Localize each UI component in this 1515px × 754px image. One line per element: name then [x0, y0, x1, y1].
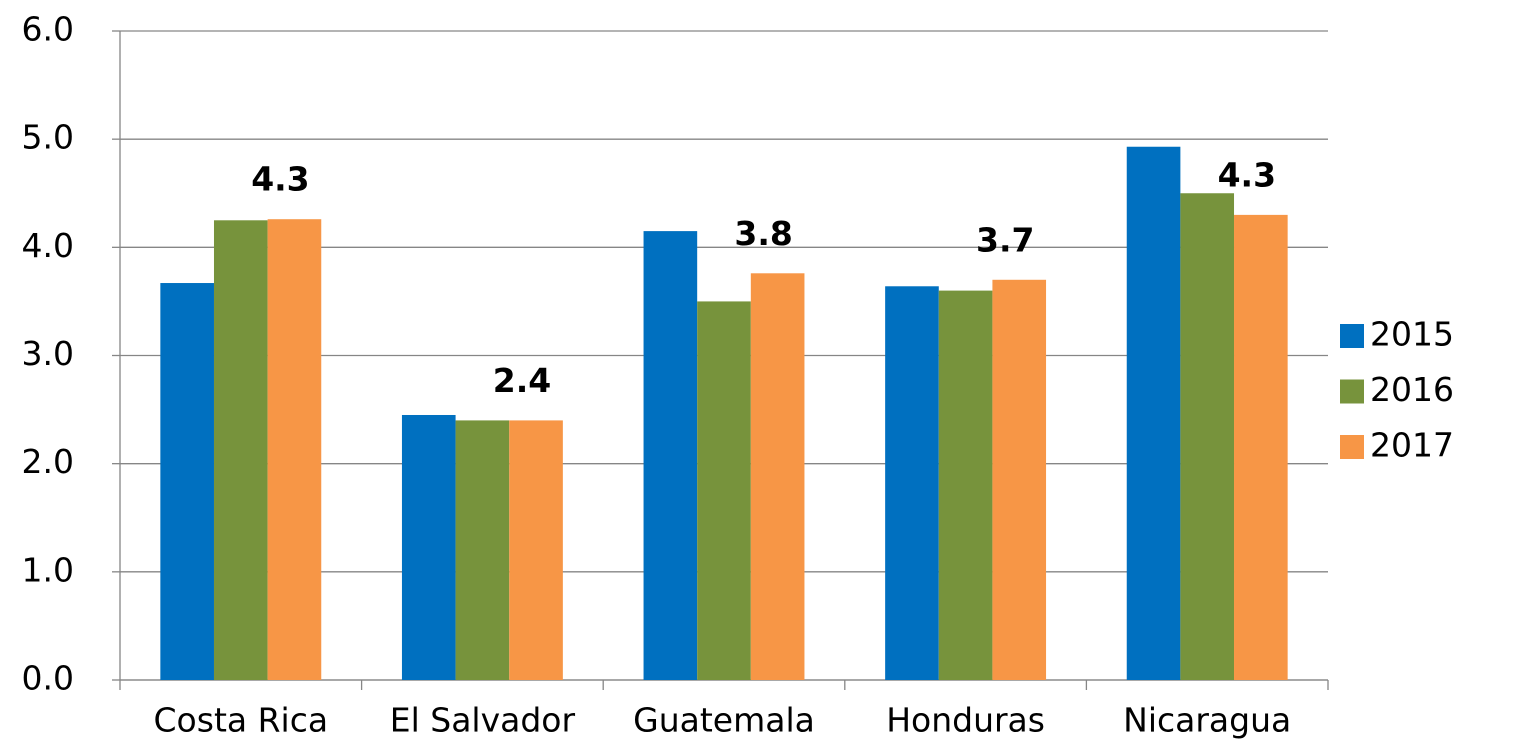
- value-label: 4.3: [1218, 155, 1276, 194]
- x-tick-label: Guatemala: [633, 701, 815, 740]
- value-label: 3.8: [734, 214, 792, 253]
- bar: [697, 301, 751, 680]
- legend-label: 2016: [1370, 370, 1454, 409]
- bar: [509, 420, 563, 680]
- legend-label: 2017: [1370, 426, 1454, 465]
- y-tick-label: 2.0: [22, 442, 74, 481]
- bar: [643, 231, 698, 680]
- value-label: 4.3: [251, 160, 309, 199]
- x-tick-label: Costa Rica: [154, 701, 329, 740]
- bar: [992, 279, 1047, 680]
- legend-swatch: [1340, 379, 1364, 404]
- y-tick-label: 0.0: [22, 659, 74, 698]
- x-tick-label: Nicaragua: [1123, 701, 1291, 740]
- legend-swatch: [1340, 324, 1364, 348]
- x-tick-label: Honduras: [886, 701, 1045, 740]
- bar: [455, 420, 510, 680]
- bar: [401, 414, 456, 680]
- legend-swatch: [1340, 435, 1364, 459]
- bar: [938, 290, 993, 680]
- bar: [885, 286, 939, 680]
- y-tick-label: 3.0: [22, 334, 74, 373]
- bar: [1126, 146, 1181, 680]
- bar: [1234, 214, 1288, 680]
- y-tick-label: 4.0: [22, 226, 74, 265]
- legend-label: 2015: [1370, 315, 1454, 354]
- value-label: 3.7: [976, 220, 1034, 259]
- x-tick-label: El Salvador: [390, 701, 576, 740]
- value-label: 2.4: [493, 361, 551, 400]
- bar: [160, 283, 214, 680]
- y-tick-label: 5.0: [22, 118, 74, 157]
- y-tick-label: 6.0: [22, 10, 74, 49]
- bar: [267, 219, 322, 680]
- bar: [213, 220, 268, 680]
- bar: [750, 273, 805, 680]
- y-tick-label: 1.0: [22, 550, 74, 589]
- bar: [1180, 193, 1235, 680]
